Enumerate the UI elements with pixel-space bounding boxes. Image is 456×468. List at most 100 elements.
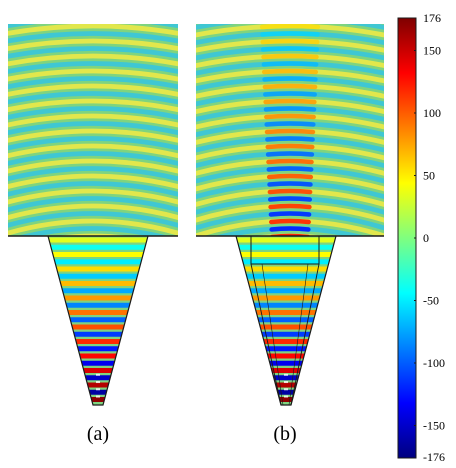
wave-trough-focus xyxy=(262,19,319,20)
wave-trough xyxy=(8,181,178,197)
cone-band-highlight xyxy=(284,381,288,384)
wave-crest xyxy=(8,188,178,205)
cone-band-trough xyxy=(48,259,148,265)
cone-band-trough xyxy=(48,244,148,250)
panel-a-plate-waves xyxy=(8,24,178,236)
caption-a: (a) xyxy=(87,423,109,445)
wave-trough xyxy=(8,196,178,213)
cone-band-trough xyxy=(48,360,148,366)
colorbar-tick-label: 50 xyxy=(423,169,435,183)
cone-band-crest xyxy=(236,295,336,301)
wave-crest-focus xyxy=(260,38,320,45)
cone-band-crest xyxy=(236,397,336,402)
cone-band-crest xyxy=(236,382,336,388)
wave-trough-focus xyxy=(263,106,317,112)
colorbar: 176 150 100 50 0 -50 -100 -150 -176 xyxy=(397,11,445,464)
cone-band-crest xyxy=(236,252,336,257)
cone-band-crest xyxy=(236,266,336,272)
cone-band-trough xyxy=(236,389,336,395)
wave-crest xyxy=(180,11,400,23)
panel-b-plate-waves xyxy=(180,11,400,236)
cone-band-trough xyxy=(48,302,148,308)
cone-band-crest xyxy=(236,368,336,373)
panel-a-cone-waves xyxy=(48,237,148,402)
wave-crest-focus xyxy=(264,113,316,120)
wave-crest-focus xyxy=(261,11,318,12)
cone-band-highlight xyxy=(284,388,288,391)
panel-b-cone-waves xyxy=(236,237,336,402)
cone-band-trough xyxy=(48,317,148,323)
cone-band-crest xyxy=(48,324,148,330)
cone-band-crest xyxy=(48,295,148,301)
wave-crest-focus xyxy=(262,83,318,90)
cone-band-crest xyxy=(48,353,148,359)
panel-a-plate xyxy=(8,24,178,236)
cone-band-crest xyxy=(236,353,336,359)
cone-band-trough xyxy=(236,288,336,294)
caption-b: (b) xyxy=(273,423,296,445)
wave-crest-focus xyxy=(267,188,313,195)
cone-band-crest xyxy=(48,281,148,286)
cone-band-trough xyxy=(236,259,336,265)
wave-crest-focus xyxy=(266,158,314,165)
wave-trough xyxy=(8,151,178,166)
wave-trough-focus xyxy=(263,91,317,97)
wave-crest xyxy=(8,158,178,174)
wave-trough xyxy=(8,31,178,44)
cone-band-crest xyxy=(48,339,148,344)
wave-trough xyxy=(8,106,178,120)
wave-crest-focus xyxy=(266,173,314,180)
cone-band-trough xyxy=(48,389,148,395)
wave-crest-focus xyxy=(264,128,316,135)
cone-band-trough xyxy=(236,244,336,250)
wave-trough-focus xyxy=(261,61,319,67)
wave-trough xyxy=(8,136,178,151)
cone-band-trough xyxy=(236,331,336,337)
colorbar-tick-label: -176 xyxy=(423,450,445,464)
wave-trough-focus xyxy=(267,181,313,187)
cone-band-trough xyxy=(236,375,336,381)
wave-crest xyxy=(8,83,178,97)
cone-band-crest xyxy=(48,368,148,373)
colorbar-gradient xyxy=(397,17,417,459)
cone-band-crest xyxy=(236,237,336,243)
wave-trough-focus xyxy=(265,136,315,142)
panel-b-cone-outline xyxy=(235,235,337,406)
wave-trough-focus xyxy=(266,166,314,172)
colorbar-tick-label: -100 xyxy=(423,356,445,370)
wave-crest xyxy=(8,113,178,128)
wave-crest-focus xyxy=(265,143,315,150)
wave-crest-focus xyxy=(261,68,319,75)
wave-crest xyxy=(8,38,178,51)
wave-crest xyxy=(8,143,178,159)
wave-crest xyxy=(8,24,178,36)
wave-trough-focus xyxy=(262,76,318,82)
wave-trough-focus xyxy=(269,226,311,232)
cone-band-crest xyxy=(48,382,148,388)
wave-crest xyxy=(8,173,178,189)
panel-b-plate xyxy=(180,11,400,236)
cone-band-crest xyxy=(48,310,148,315)
wave-crest xyxy=(8,128,178,143)
cone-band-crest xyxy=(48,266,148,272)
colorbar-tick-label: 0 xyxy=(423,231,429,245)
wave-crest xyxy=(8,218,178,236)
cone-band-crest xyxy=(48,397,148,402)
wave-trough xyxy=(8,61,178,74)
cone-band-trough xyxy=(236,360,336,366)
wave-trough-focus xyxy=(260,31,320,37)
cone-band-crest xyxy=(48,237,148,243)
wave-trough-focus xyxy=(264,121,316,127)
wave-trough xyxy=(8,121,178,136)
cone-band-crest xyxy=(236,310,336,315)
cone-band-trough xyxy=(236,273,336,279)
panel-b xyxy=(180,11,400,406)
panel-b-inner-line-right xyxy=(290,263,320,406)
colorbar-tick-label: 176 xyxy=(423,11,441,25)
wave-crest xyxy=(8,68,178,82)
cone-band-trough xyxy=(48,375,148,381)
panel-a-cone-outline xyxy=(47,235,149,406)
wave-crest-focus xyxy=(259,24,321,30)
wave-trough-focus xyxy=(260,46,320,52)
panel-b-inner-box xyxy=(250,235,320,265)
